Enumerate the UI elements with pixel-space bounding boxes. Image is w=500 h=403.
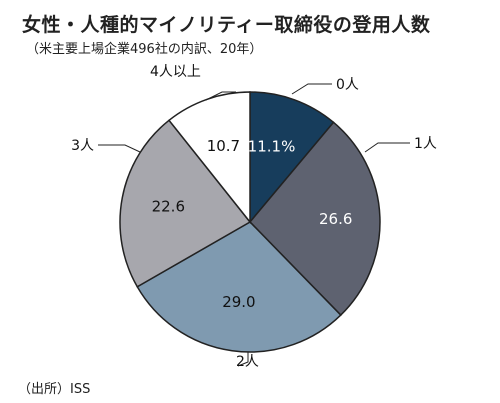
leader-line-4	[205, 91, 236, 101]
leader-line-0	[291, 83, 332, 95]
leader-line-2	[237, 352, 249, 367]
value-label-4: 10.7	[207, 137, 240, 155]
leader-line-1	[364, 142, 410, 153]
category-label-2: 2人	[236, 354, 259, 370]
pie-slice-0	[249, 91, 335, 225]
pie-slice-2	[136, 221, 342, 353]
source-note: （出所）ISS	[18, 382, 91, 397]
category-label-1: 1人	[414, 136, 437, 152]
value-label-1: 26.6	[319, 210, 352, 228]
value-label-3: 22.6	[152, 197, 185, 215]
value-label-2: 29.0	[222, 293, 255, 311]
chart-subtitle: （米主要上場企業496社の内訳、20年）	[26, 42, 263, 57]
category-label-3: 3人	[71, 138, 94, 154]
category-label-4: 4人以上	[150, 64, 201, 80]
category-label-0: 0人	[336, 77, 359, 93]
value-label-0: 11.1%	[248, 137, 296, 155]
chart-title: 女性・人種的マイノリティー取締役の登用人数	[22, 14, 431, 36]
pie-slice-1	[248, 121, 381, 317]
pie-slice-3	[119, 119, 252, 288]
leader-line-3	[98, 144, 141, 153]
